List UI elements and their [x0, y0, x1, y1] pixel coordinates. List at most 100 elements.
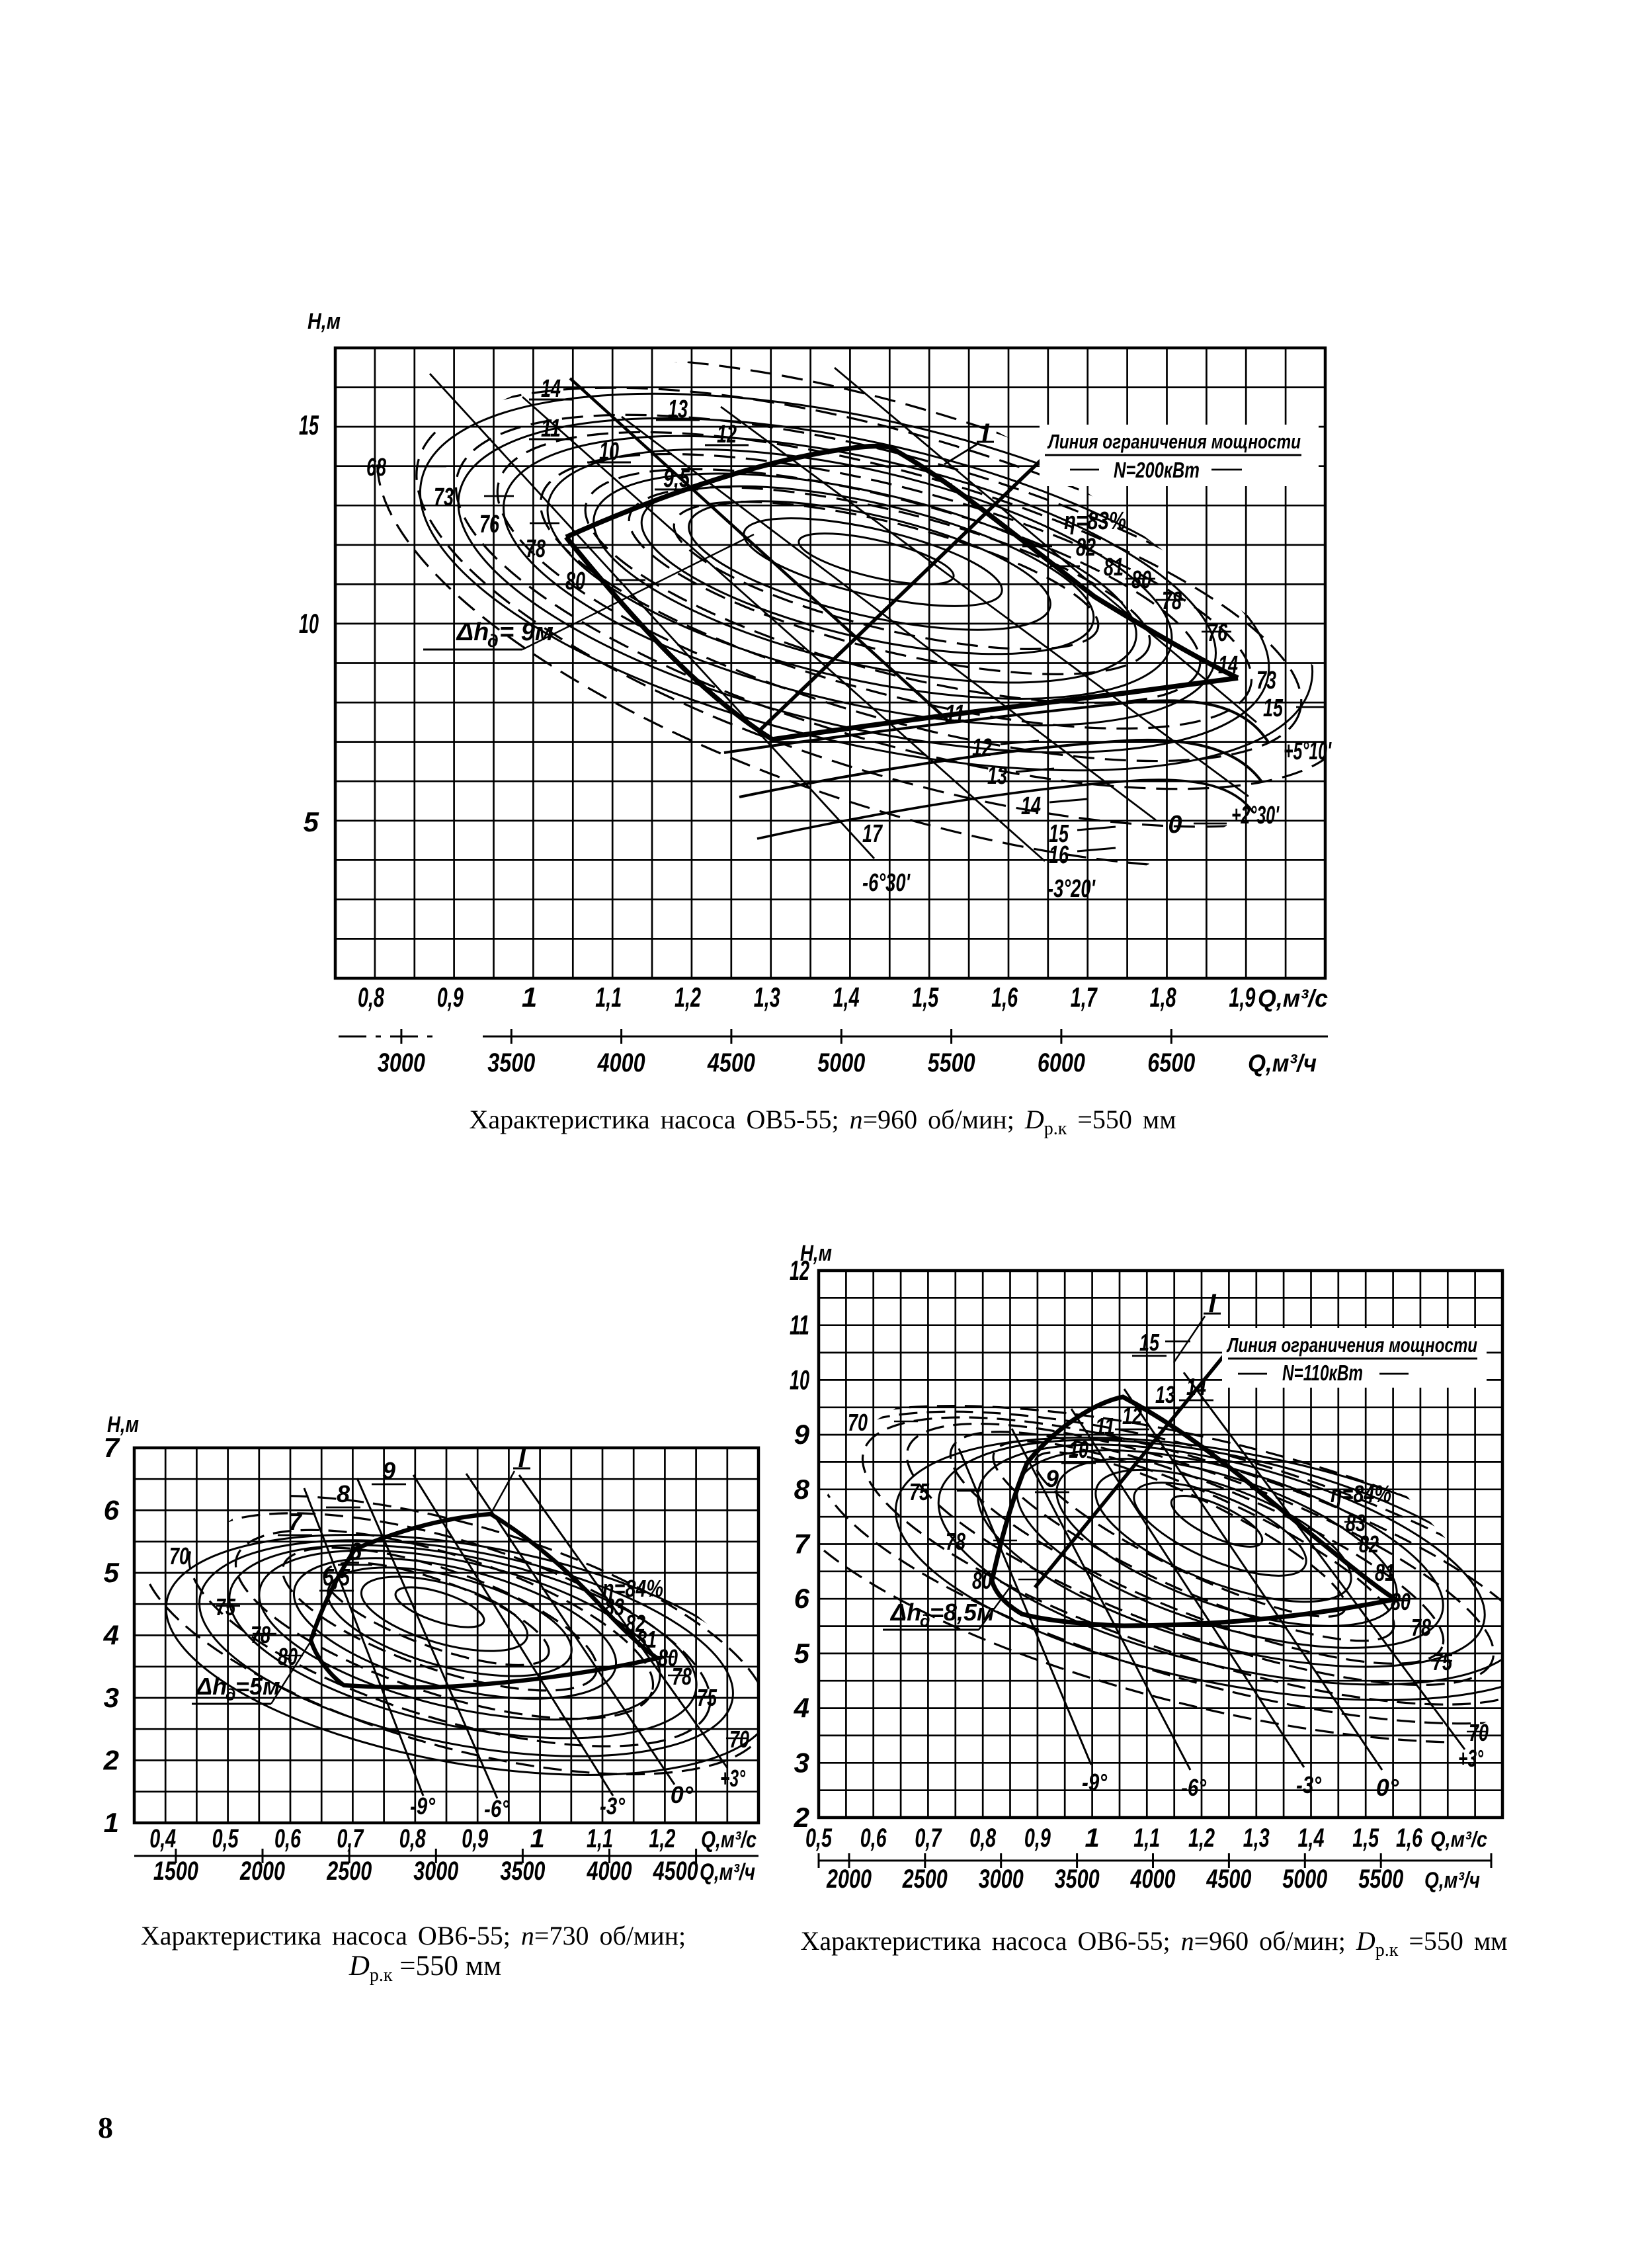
svg-text:3: 3 — [104, 1682, 119, 1713]
svg-text:75: 75 — [216, 1593, 236, 1620]
svg-text:4: 4 — [794, 1693, 809, 1724]
svg-text:Δh: Δh — [195, 1673, 227, 1700]
svg-text:6: 6 — [348, 1538, 362, 1565]
svg-text:д: д — [487, 631, 499, 651]
svg-text:13: 13 — [987, 762, 1007, 790]
svg-text:0,7: 0,7 — [337, 1824, 364, 1853]
svg-text:I: I — [981, 419, 989, 448]
svg-text:1: 1 — [522, 982, 537, 1013]
svg-text:N=200кВт: N=200кВт — [1114, 458, 1200, 482]
svg-text:78: 78 — [672, 1663, 692, 1690]
svg-text:-9°: -9° — [410, 1792, 435, 1820]
svg-text:82: 82 — [626, 1610, 645, 1637]
svg-text:3000: 3000 — [378, 1048, 425, 1077]
svg-text:70: 70 — [1469, 1719, 1489, 1746]
svg-text:17: 17 — [862, 820, 883, 848]
svg-text:11: 11 — [790, 1310, 809, 1341]
svg-text:0,7: 0,7 — [915, 1824, 942, 1853]
svg-text:10: 10 — [790, 1364, 809, 1395]
svg-text:3000: 3000 — [413, 1857, 458, 1886]
svg-text:1,2: 1,2 — [1188, 1824, 1215, 1853]
svg-text:+2°30': +2°30' — [1231, 802, 1280, 829]
svg-text:15: 15 — [1049, 820, 1069, 848]
svg-text:73: 73 — [1256, 667, 1276, 694]
svg-text:2000: 2000 — [239, 1857, 285, 1886]
svg-text:1,7: 1,7 — [1071, 982, 1098, 1013]
svg-text:1,5: 1,5 — [912, 982, 938, 1013]
svg-text:0,6: 0,6 — [860, 1824, 887, 1853]
svg-text:η=84%: η=84% — [602, 1575, 663, 1602]
svg-text:1,9: 1,9 — [1229, 982, 1255, 1013]
svg-text:Q,м³/ч: Q,м³/ч — [1248, 1050, 1317, 1077]
svg-text:4000: 4000 — [587, 1857, 632, 1886]
svg-text:0,5: 0,5 — [805, 1824, 833, 1853]
svg-text:Н,м: Н,м — [107, 1412, 139, 1437]
svg-text:Q,м³/ч: Q,м³/ч — [1424, 1868, 1480, 1893]
svg-text:4: 4 — [103, 1620, 119, 1651]
svg-text:5500: 5500 — [928, 1048, 975, 1077]
svg-text:76: 76 — [1208, 619, 1228, 647]
svg-text:+3°: +3° — [720, 1765, 745, 1792]
svg-text:14: 14 — [1186, 1373, 1206, 1400]
svg-text:0,6: 0,6 — [274, 1824, 302, 1853]
svg-text:5: 5 — [304, 806, 319, 837]
svg-text:1,6: 1,6 — [991, 982, 1018, 1013]
svg-text:78: 78 — [1411, 1614, 1431, 1641]
svg-text:2: 2 — [103, 1745, 119, 1776]
svg-text:78: 78 — [1162, 587, 1182, 615]
svg-text:0,8: 0,8 — [399, 1824, 427, 1853]
svg-text:5: 5 — [794, 1638, 810, 1669]
svg-text:14: 14 — [1218, 651, 1238, 679]
svg-text:η=84%: η=84% — [1331, 1480, 1391, 1507]
svg-text:6000: 6000 — [1038, 1048, 1085, 1077]
svg-text:80: 80 — [1391, 1588, 1411, 1615]
svg-text:Линия ограничения мощности: Линия ограничения мощности — [1226, 1333, 1477, 1357]
svg-text:15: 15 — [299, 409, 319, 441]
svg-text:70: 70 — [169, 1542, 189, 1570]
svg-text:1,4: 1,4 — [1298, 1824, 1325, 1853]
svg-text:-6°: -6° — [1181, 1774, 1206, 1801]
svg-text:-3°: -3° — [600, 1792, 625, 1820]
svg-text:12: 12 — [717, 421, 737, 448]
svg-text:8: 8 — [337, 1480, 350, 1507]
svg-text:9: 9 — [794, 1419, 810, 1450]
svg-text:0,9: 0,9 — [437, 982, 464, 1013]
svg-text:10: 10 — [1069, 1436, 1088, 1463]
svg-text:0,4: 0,4 — [149, 1824, 176, 1853]
svg-text:0: 0 — [1168, 811, 1182, 839]
svg-text:83: 83 — [604, 1593, 624, 1620]
svg-text:15: 15 — [1263, 694, 1284, 722]
svg-text:16: 16 — [1049, 841, 1069, 869]
svg-text:4000: 4000 — [597, 1048, 645, 1077]
svg-text:0°: 0° — [1376, 1774, 1399, 1801]
svg-text:6: 6 — [104, 1495, 120, 1526]
svg-text:82: 82 — [1076, 534, 1096, 562]
svg-text:Q,м³/с: Q,м³/с — [1258, 985, 1328, 1012]
svg-text:3500: 3500 — [1055, 1865, 1100, 1894]
svg-text:4500: 4500 — [653, 1857, 698, 1886]
svg-text:11: 11 — [945, 700, 965, 728]
svg-text:5000: 5000 — [1282, 1865, 1327, 1894]
svg-text:Характеристика насоса ОВ6-55;: Характеристика насоса ОВ6-55; n=730 об/м… — [141, 1921, 686, 1951]
svg-text:9: 9 — [1046, 1465, 1059, 1492]
svg-text:12: 12 — [1122, 1402, 1142, 1429]
svg-text:5500: 5500 — [1358, 1865, 1403, 1894]
svg-text:12: 12 — [790, 1255, 809, 1286]
svg-text:-3°20': -3°20' — [1047, 875, 1096, 903]
svg-text:Характеристика насоса ОВ6-55;: Характеристика насоса ОВ6-55; n=960 об/м… — [800, 1926, 1507, 1960]
svg-text:Δh: Δh — [889, 1599, 921, 1626]
svg-text:1,2: 1,2 — [649, 1824, 675, 1853]
svg-text:1,1: 1,1 — [587, 1824, 613, 1853]
svg-text:5,5: 5,5 — [323, 1564, 350, 1591]
svg-text:д: д — [226, 1686, 235, 1704]
svg-text:7: 7 — [288, 1508, 303, 1535]
svg-text:3500: 3500 — [500, 1857, 545, 1886]
svg-text:1: 1 — [530, 1824, 544, 1853]
svg-text:80: 80 — [972, 1567, 992, 1594]
svg-text:70: 70 — [848, 1409, 868, 1436]
svg-text:Q,м³/с: Q,м³/с — [1430, 1827, 1487, 1851]
svg-text:2500: 2500 — [326, 1857, 372, 1886]
svg-text:Δh: Δh — [456, 618, 489, 646]
svg-text:9,5: 9,5 — [663, 465, 690, 493]
svg-text:-6°: -6° — [484, 1795, 509, 1822]
